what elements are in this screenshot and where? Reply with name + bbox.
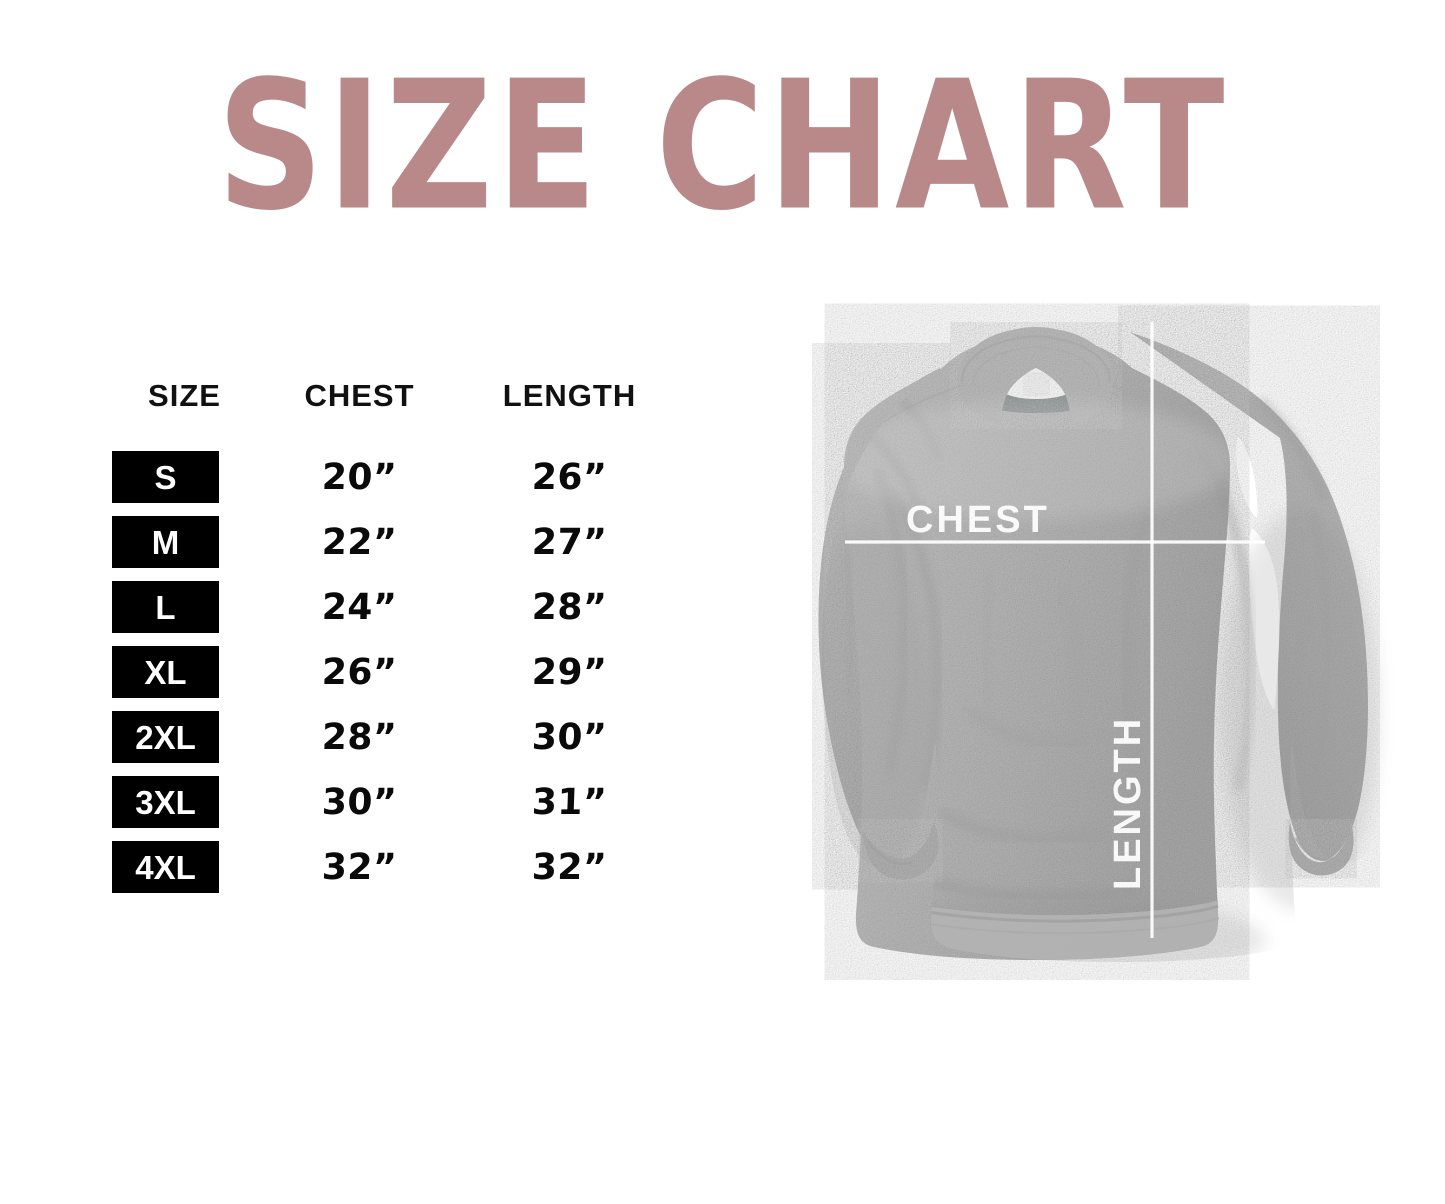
size-cell: M — [112, 516, 257, 568]
size-badge: S — [112, 451, 219, 503]
column-header-length: LENGTH — [502, 378, 637, 413]
sweatshirt-image: CHEST LENGTH — [640, 290, 1430, 980]
size-badge: XL — [112, 646, 219, 698]
table-row: 2XL 28” 30” — [112, 710, 712, 764]
chest-value: 22” — [321, 521, 398, 563]
table-row: S 20” 26” — [112, 450, 712, 504]
chest-value: 26” — [321, 651, 398, 693]
size-badge: 4XL — [112, 841, 219, 893]
size-cell: 3XL — [112, 776, 257, 828]
column-header-chest: CHEST — [304, 378, 415, 413]
size-cell: 4XL — [112, 841, 257, 893]
measurement-overlay: CHEST LENGTH — [845, 322, 1265, 938]
size-cell: L — [112, 581, 257, 633]
table-header-row: SIZE CHEST LENGTH — [112, 372, 712, 414]
size-badge: L — [112, 581, 219, 633]
column-header-size: SIZE — [148, 378, 221, 413]
chest-value: 24” — [321, 586, 398, 628]
size-badge: 2XL — [112, 711, 219, 763]
size-badge: M — [112, 516, 219, 568]
size-table: SIZE CHEST LENGTH S 20” 26” M 22” 27” L … — [112, 372, 712, 905]
page-title: SIZE CHART — [216, 42, 1229, 250]
chest-value: 30” — [321, 781, 398, 823]
length-label: LENGTH — [1107, 716, 1149, 890]
table-row: 3XL 30” 31” — [112, 775, 712, 829]
size-cell: S — [112, 451, 257, 503]
chest-value: 32” — [321, 846, 398, 888]
table-row: M 22” 27” — [112, 515, 712, 569]
chest-label: CHEST — [906, 499, 1050, 541]
size-cell: XL — [112, 646, 257, 698]
size-cell: 2XL — [112, 711, 257, 763]
table-row: XL 26” 29” — [112, 645, 712, 699]
table-row: L 24” 28” — [112, 580, 712, 634]
table-row: 4XL 32” 32” — [112, 840, 712, 894]
size-badge: 3XL — [112, 776, 219, 828]
chest-value: 28” — [321, 716, 398, 758]
chest-value: 20” — [321, 456, 398, 498]
